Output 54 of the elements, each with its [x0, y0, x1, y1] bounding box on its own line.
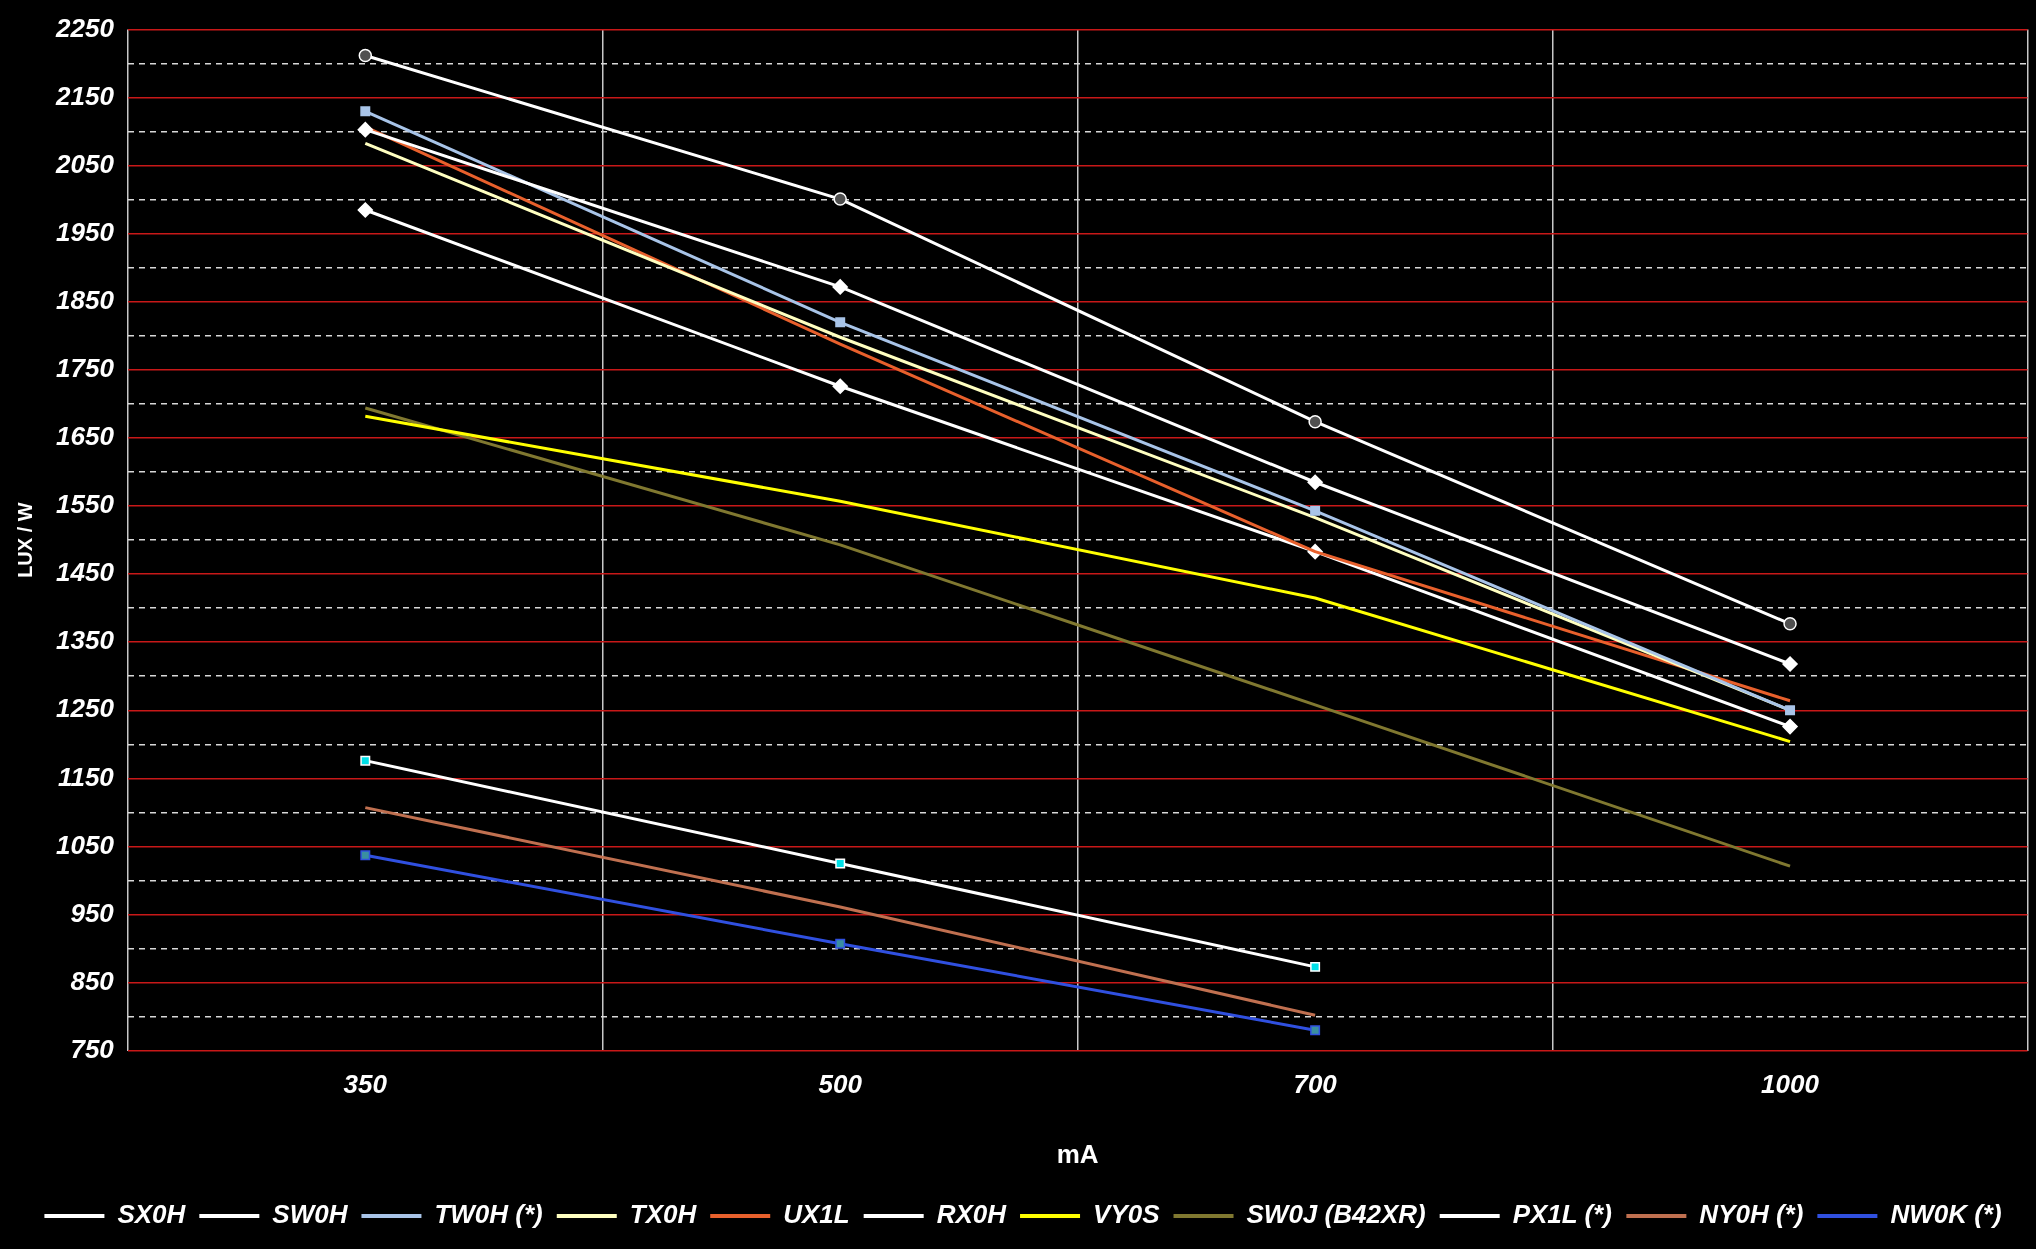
legend-label: PX1L (*) [1512, 1199, 1612, 1230]
y-tick-label: 1150 [57, 761, 115, 792]
point [1310, 505, 1321, 516]
legend-label: SX0H [117, 1199, 187, 1230]
point [835, 858, 846, 869]
point [1783, 617, 1797, 631]
y-tick-label: 750 [70, 1033, 115, 1064]
y-tick-label: 1250 [56, 693, 115, 724]
point [1308, 414, 1322, 429]
y-tick-label: 1850 [56, 285, 115, 316]
point [360, 850, 371, 861]
y-tick-label: 850 [70, 965, 115, 996]
y-tick-label: 950 [70, 897, 115, 928]
y-tick-label: 2150 [55, 80, 115, 111]
legend-label: NW0K (*) [1890, 1199, 2002, 1230]
point [357, 121, 374, 138]
x-tick-label: 500 [818, 1069, 863, 1100]
y-tick-label: 2050 [55, 148, 115, 179]
point [832, 378, 848, 395]
point [1782, 656, 1798, 672]
legend-label: VY0S [1093, 1199, 1161, 1230]
point [360, 106, 371, 117]
y-tick-label: 1550 [56, 489, 115, 520]
y-tick-label: 1450 [56, 557, 115, 588]
y-tick-label: 1350 [56, 625, 115, 656]
legend-label: SW0H [272, 1199, 349, 1230]
y-tick-label: 1750 [56, 353, 115, 384]
point [360, 755, 371, 766]
y-tick-label: 1650 [56, 421, 115, 452]
legend-label: SW0J (B42XR) [1246, 1199, 1426, 1230]
x-tick-label: 700 [1293, 1069, 1338, 1100]
point [835, 317, 846, 328]
legend-label: TW0H (*) [434, 1199, 543, 1230]
point [1307, 474, 1323, 490]
y-tick-label: 1950 [56, 216, 115, 247]
legend-label: RX0H [936, 1199, 1008, 1230]
point [832, 279, 848, 295]
point [1310, 1025, 1321, 1036]
point [835, 938, 846, 949]
y-tick-label: 1050 [56, 829, 115, 860]
x-axis-title: mA [1056, 1138, 1099, 1169]
legend-label: TX0H [629, 1199, 698, 1230]
legend-label: NY0H (*) [1699, 1199, 1804, 1230]
x-tick-label: 1000 [1761, 1069, 1820, 1100]
point [357, 202, 374, 218]
point [358, 48, 373, 63]
y-axis-title: LUX / W [13, 502, 36, 578]
legend-label: UX1L [783, 1199, 850, 1230]
x-tick-label: 350 [343, 1069, 388, 1100]
y-tick-label: 2250 [55, 12, 115, 43]
point [1782, 718, 1798, 735]
point [1785, 705, 1796, 716]
point [833, 192, 847, 206]
point [1310, 961, 1321, 972]
